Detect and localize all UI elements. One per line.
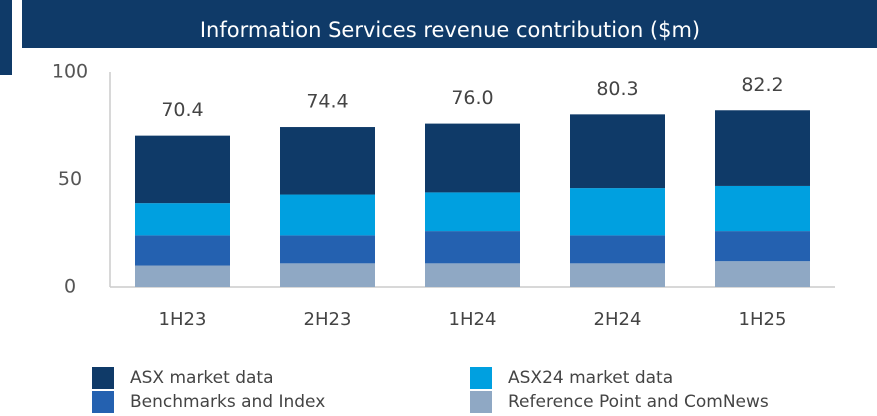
bar-segment: [280, 127, 375, 195]
side-decoration: [0, 0, 12, 75]
bar-segment: [570, 235, 665, 264]
legend-label: ASX market data: [130, 368, 274, 388]
x-tick-label: 2H24: [594, 309, 642, 330]
y-tick-label: 0: [64, 276, 76, 298]
bar-segment: [425, 263, 520, 287]
bar-segment: [425, 231, 520, 264]
bar-segment: [715, 185, 810, 232]
title-bar: [22, 0, 877, 48]
chart-title: Information Services revenue contributio…: [200, 18, 700, 42]
bar-segment: [135, 203, 230, 236]
bar-segment: [280, 194, 375, 236]
legend-swatch: [92, 391, 114, 413]
bar-segment: [135, 235, 230, 266]
total-label: 80.3: [596, 78, 638, 100]
x-tick-label: 1H25: [739, 309, 787, 330]
y-tick-label: 100: [52, 61, 88, 83]
total-label: 74.4: [306, 91, 348, 113]
legend-label: Reference Point and ComNews: [508, 392, 769, 412]
total-label: 76.0: [451, 87, 493, 109]
bar-segment: [570, 188, 665, 236]
legend-label: ASX24 market data: [508, 368, 673, 388]
bar-segment: [715, 261, 810, 287]
y-tick-label: 50: [58, 168, 82, 190]
total-label: 70.4: [161, 99, 203, 121]
bar-segment: [280, 263, 375, 287]
x-tick-label: 2H23: [304, 309, 352, 330]
x-tick-label: 1H24: [449, 309, 497, 330]
bar-segment: [570, 263, 665, 287]
bar-segment: [570, 114, 665, 189]
bar-segment: [425, 123, 520, 193]
bar-segment: [280, 235, 375, 264]
bar-segment: [425, 192, 520, 232]
x-tick-label: 1H23: [159, 309, 207, 330]
bar-segment: [135, 265, 230, 287]
legend-swatch: [470, 367, 492, 389]
total-label: 82.2: [741, 74, 783, 96]
legend-swatch: [470, 391, 492, 413]
bar-segment: [135, 135, 230, 204]
bar-segment: [715, 231, 810, 262]
bar-segment: [715, 110, 810, 186]
legend-label: Benchmarks and Index: [130, 392, 325, 412]
legend-swatch: [92, 367, 114, 389]
